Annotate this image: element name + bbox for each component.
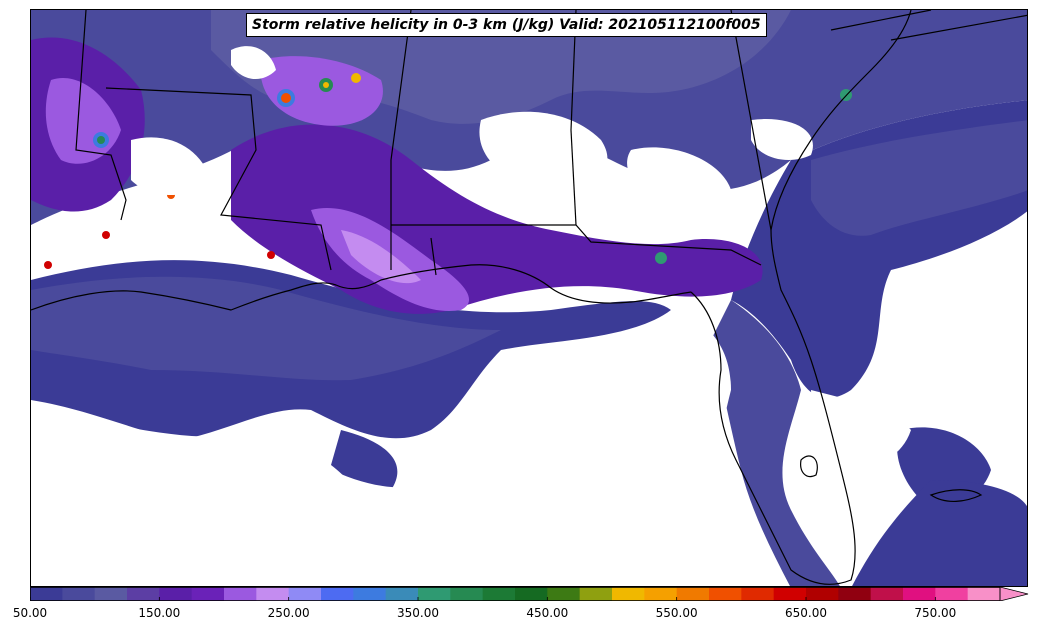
colorbar-segment — [256, 587, 290, 601]
helicity-region-lower-east — [852, 480, 1027, 586]
colorbar-tick-label: 750.00 — [914, 606, 957, 620]
colorbar-segment — [62, 587, 96, 601]
colorbar-segment — [870, 587, 904, 601]
colorbar-tick-label: 350.00 — [397, 606, 439, 620]
island — [929, 489, 983, 502]
colorbar-segment — [482, 587, 516, 601]
colorbar-segment — [806, 587, 839, 601]
atlantic-coast — [770, 10, 912, 231]
state-line — [105, 87, 332, 271]
colorbar-segment — [450, 587, 484, 601]
colorbar — [30, 587, 1029, 601]
colorbar-segment — [94, 587, 128, 601]
no-data-area — [649, 310, 770, 586]
no-data-area — [751, 119, 813, 160]
colorbar-segment — [838, 587, 872, 601]
helicity-cell — [267, 251, 275, 259]
state-line — [830, 10, 932, 31]
colorbar-tick-label: 250.00 — [267, 606, 310, 620]
colorbar-segment — [127, 587, 160, 601]
colorbar-segment — [709, 587, 742, 601]
colorbar-tick-label: 550.00 — [655, 606, 698, 620]
map-panel — [30, 9, 1028, 587]
state-line — [890, 14, 1027, 41]
colorbar-segment — [579, 587, 613, 601]
colorbar-segment — [385, 587, 419, 601]
colorbar-segment — [418, 587, 451, 601]
no-data-area — [131, 137, 211, 195]
colorbar-segment — [224, 587, 257, 601]
colorbar-tick-label: 150.00 — [138, 606, 181, 620]
state-line — [570, 129, 577, 226]
helicity-cell — [102, 231, 110, 239]
colorbar-segment — [967, 587, 1001, 601]
helicity-cell — [97, 136, 105, 144]
helicity-region-florida — [711, 300, 840, 586]
helicity-region-central-lighter — [341, 230, 421, 284]
colorbar-segment — [515, 587, 548, 601]
colorbar-segment — [30, 587, 63, 601]
colorbar-segment — [612, 587, 645, 601]
helicity-cell — [351, 73, 361, 83]
colorbar-tick-label: 650.00 — [785, 606, 827, 620]
boundaries — [31, 10, 1027, 585]
helicity-region-south — [331, 430, 398, 497]
florida-coast — [690, 229, 856, 585]
colorbar-segment — [353, 587, 387, 601]
state-line — [430, 237, 437, 276]
no-data-area — [479, 111, 608, 190]
no-data-area — [811, 390, 911, 464]
helicity-cell — [323, 82, 329, 88]
helicity-cell — [44, 261, 52, 269]
colorbar-extend-arrow — [999, 587, 1029, 601]
no-data-area — [31, 410, 780, 586]
colorbar-segment — [903, 587, 936, 601]
no-data-area — [627, 147, 731, 209]
colorbar-segment — [547, 587, 581, 601]
colorbar-segment — [191, 587, 225, 601]
colorbar-segment — [159, 587, 193, 601]
gulf-coastline — [31, 264, 692, 311]
state-line — [75, 10, 127, 221]
helicity-map — [31, 10, 1027, 586]
no-data-area — [231, 46, 276, 80]
colorbar-segment — [935, 587, 969, 601]
colorbar-segment — [321, 587, 354, 601]
colorbar-segment — [644, 587, 678, 601]
state-line — [391, 224, 762, 266]
helicity-region-atlantic-mid — [811, 120, 1027, 236]
state-line — [390, 10, 412, 270]
colorbar-segment — [288, 587, 322, 601]
helicity-cell — [655, 252, 667, 264]
colorbar-segment — [676, 587, 710, 601]
state-line — [730, 10, 772, 231]
helicity-region-gulf-mid — [31, 276, 501, 381]
helicity-cell — [281, 93, 291, 103]
colorbar-segment — [741, 587, 775, 601]
colorbar-segment — [773, 587, 807, 601]
colorbar-tick-label: 50.00 — [12, 606, 48, 620]
colorbar-tick-label: 450.00 — [526, 606, 569, 620]
colorbar-outline — [30, 587, 1001, 601]
map-title: Storm relative helicity in 0-3 km (J/kg)… — [246, 13, 767, 37]
island — [800, 455, 818, 478]
helicity-region-ne — [260, 56, 383, 126]
